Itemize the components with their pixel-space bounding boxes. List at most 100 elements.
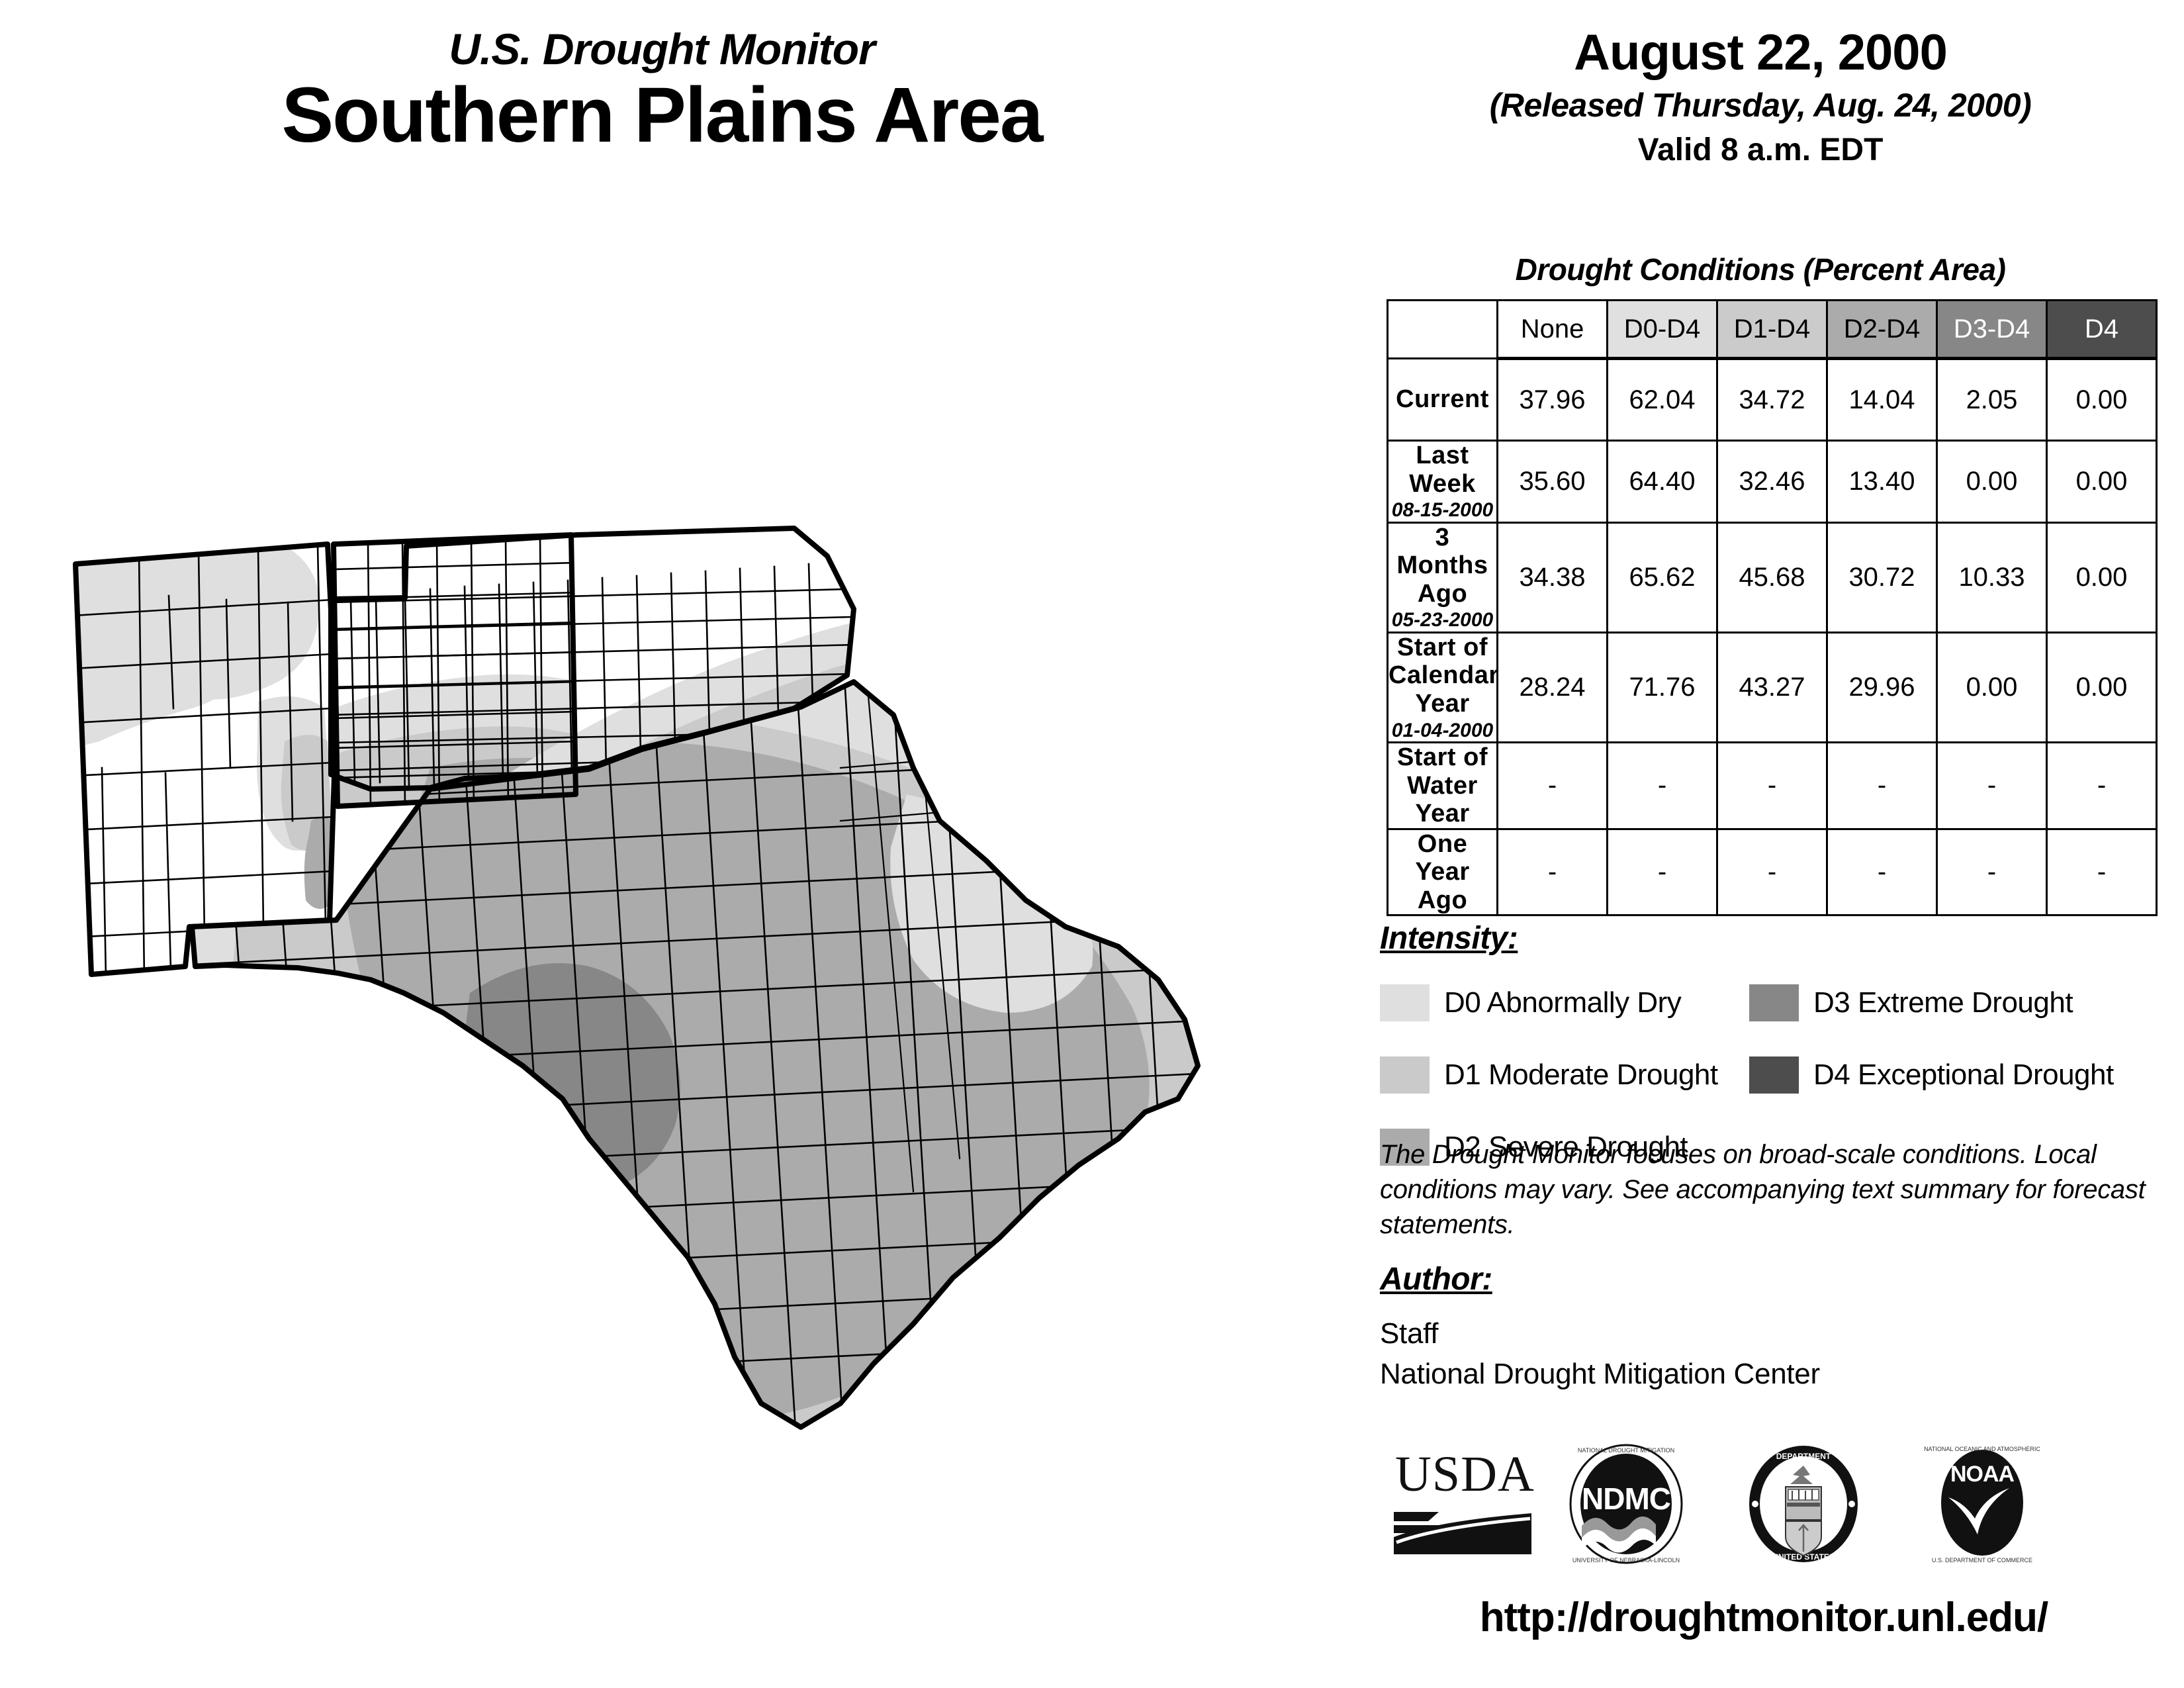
disclaimer-note: The Drought Monitor focuses on broad-sca… (1380, 1140, 2146, 1239)
cell-cal-d3d4: 0.00 (1936, 631, 2048, 744)
usda-logo: USDA (1394, 1446, 1535, 1554)
swatch-d3-icon (1749, 984, 1799, 1021)
map-title-block: U.S. Drought Monitor Southern Plains Are… (0, 26, 1324, 157)
intensity-legend-heading: Intensity: (1380, 921, 1518, 956)
legend-item-d0: D0 Abnormally Dry (1380, 976, 1718, 1029)
cell-cal-d1d4: 43.27 (1716, 631, 1828, 744)
column-header-d2-d4: D2-D4 (1826, 299, 1938, 360)
cell-wy-d0d4: - (1606, 741, 1718, 830)
cell-3mo-d0d4: 65.62 (1606, 521, 1718, 633)
row-label-text: Current (1396, 385, 1489, 414)
cell-current-d2d4: 14.04 (1826, 357, 1938, 442)
author-name: Staff (1380, 1317, 1439, 1350)
cell-lastweek-d0d4: 64.40 (1606, 440, 1718, 524)
program-title: U.S. Drought Monitor (449, 24, 876, 73)
row-label-last-week: Last Week 08-15-2000 (1387, 440, 1498, 524)
valid-date: August 22, 2000 (1574, 24, 1948, 81)
svg-text:USDA: USDA (1395, 1446, 1535, 1502)
county-lines-new-mexico (75, 544, 335, 974)
legend-label-d3: D3 Extreme Drought (1813, 986, 2073, 1019)
cell-1yr-d4: - (2046, 827, 2158, 917)
cell-1yr-d3d4: - (1936, 827, 2048, 917)
cell-1yr-none: - (1496, 827, 1608, 917)
cell-cal-d0d4: 71.76 (1606, 631, 1718, 744)
svg-text:NOAA: NOAA (1950, 1462, 2015, 1487)
swatch-d0-icon (1380, 984, 1430, 1021)
table-header-row: None D0-D4 D1-D4 D2-D4 D3-D4 D4 (1387, 299, 2158, 360)
cell-current-d0d4: 62.04 (1606, 357, 1718, 442)
svg-text:NDMC: NDMC (1582, 1481, 1670, 1516)
legend-label-d2: D2 Severe Drought (1444, 1131, 1688, 1163)
swatch-d2-icon (1380, 1129, 1430, 1166)
row-label-text: 3 Months Ago (1396, 523, 1488, 608)
cell-current-d3d4: 2.05 (1936, 357, 2048, 442)
column-header-d0-d4: D0-D4 (1606, 299, 1718, 360)
svg-text:U.S. DEPARTMENT OF COMMERCE: U.S. DEPARTMENT OF COMMERCE (1932, 1557, 2032, 1564)
legend-item-d3: D3 Extreme Drought (1749, 976, 2114, 1029)
cell-wy-d1d4: - (1716, 741, 1828, 830)
cell-lastweek-d4: 0.00 (2046, 440, 2158, 524)
agency-logos: USDA NDMC NATIONAL DROUGHT MITIGATION UN… (1383, 1443, 2131, 1566)
cell-3mo-d4: 0.00 (2046, 521, 2158, 633)
cell-wy-none: - (1496, 741, 1608, 830)
department-of-commerce-seal-icon: DEPARTMENT UNITED STATES (1749, 1446, 1858, 1562)
cell-lastweek-none: 35.60 (1496, 440, 1608, 524)
row-label-text: Start of Calendar Year (1388, 633, 1499, 718)
column-header-d4: D4 (2046, 299, 2158, 360)
cell-wy-d3d4: - (1936, 741, 2048, 830)
cell-current-none: 37.96 (1496, 357, 1608, 442)
row-label-text: Last Week (1409, 442, 1476, 498)
legend-label-d0: D0 Abnormally Dry (1444, 986, 1682, 1019)
cell-3mo-d2d4: 30.72 (1826, 521, 1938, 633)
cell-lastweek-d2d4: 13.40 (1826, 440, 1938, 524)
website-url: http://droughtmonitor.unl.edu/ (1479, 1595, 2048, 1640)
cell-3mo-d1d4: 45.68 (1716, 521, 1828, 633)
ndmc-logo: NDMC NATIONAL DROUGHT MITIGATION UNIVERS… (1569, 1444, 1683, 1564)
table-row: 3 Months Ago 05-23-2000 34.38 65.62 45.6… (1387, 521, 2158, 633)
row-label-one-year-ago: One Year Ago (1387, 827, 1498, 917)
cell-1yr-d0d4: - (1606, 827, 1718, 917)
cell-cal-d2d4: 29.96 (1826, 631, 1938, 744)
author-organization: National Drought Mitigation Center (1380, 1357, 1820, 1390)
state-outline-texas (189, 679, 1201, 1430)
row-sublabel-date: 08-15-2000 (1391, 499, 1494, 522)
cell-current-d1d4: 34.72 (1716, 357, 1828, 442)
table-row: Last Week 08-15-2000 35.60 64.40 32.46 1… (1387, 440, 2158, 524)
table-row: Current 37.96 62.04 34.72 14.04 2.05 0.0… (1387, 357, 2158, 442)
author-block: Staff National Drought Mitigation Center (1380, 1314, 1820, 1394)
cell-cal-none: 28.24 (1496, 631, 1608, 744)
row-label-start-of-calendar-year: Start of Calendar Year 01-04-2000 (1387, 631, 1499, 744)
table-row: Start of Calendar Year 01-04-2000 28.24 7… (1387, 631, 2158, 744)
header-spacer (1387, 299, 1498, 359)
row-sublabel-date: 01-04-2000 (1391, 719, 1494, 741)
row-label-start-of-water-year: Start of Water Year (1387, 741, 1498, 830)
drought-map (60, 397, 1357, 1430)
legend-label-d1: D1 Moderate Drought (1444, 1058, 1718, 1091)
cell-1yr-d1d4: - (1716, 827, 1828, 917)
cell-lastweek-d1d4: 32.46 (1716, 440, 1828, 524)
column-header-d3-d4: D3-D4 (1936, 299, 2048, 360)
release-date: (Released Thursday, Aug. 24, 2000) (1489, 86, 2032, 124)
valid-time: Valid 8 a.m. EDT (1637, 132, 1884, 167)
svg-text:DEPARTMENT: DEPARTMENT (1776, 1452, 1831, 1461)
swatch-d4-icon (1749, 1056, 1799, 1094)
county-lines-kansas (334, 535, 576, 806)
row-label-text: One Year Ago (1415, 829, 1470, 914)
svg-text:UNITED STATES: UNITED STATES (1772, 1552, 1835, 1562)
svg-text:UNIVERSITY OF NEBRASKA-LINCOLN: UNIVERSITY OF NEBRASKA-LINCOLN (1572, 1557, 1680, 1564)
row-sublabel-date: 05-23-2000 (1391, 609, 1494, 632)
southern-plains-map-svg (73, 526, 1201, 1430)
cell-3mo-d3d4: 10.33 (1936, 521, 2048, 633)
legend-label-d4: D4 Exceptional Drought (1813, 1058, 2114, 1091)
row-label-text: Start of Water Year (1397, 743, 1488, 828)
county-lines-oklahoma (331, 563, 854, 789)
cell-current-d4: 0.00 (2046, 357, 2158, 442)
svg-text:NATIONAL OCEANIC AND ATMOSPHER: NATIONAL OCEANIC AND ATMOSPHERIC (1924, 1446, 2040, 1452)
svg-text:NATIONAL DROUGHT MITIGATION: NATIONAL DROUGHT MITIGATION (1578, 1447, 1674, 1454)
column-header-none: None (1496, 299, 1608, 360)
author-heading: Author: (1380, 1262, 1492, 1297)
table-caption: Drought Conditions (Percent Area) (1515, 252, 2006, 287)
cell-lastweek-d3d4: 0.00 (1936, 440, 2048, 524)
cell-3mo-none: 34.38 (1496, 521, 1608, 633)
column-header-d1-d4: D1-D4 (1716, 299, 1828, 360)
